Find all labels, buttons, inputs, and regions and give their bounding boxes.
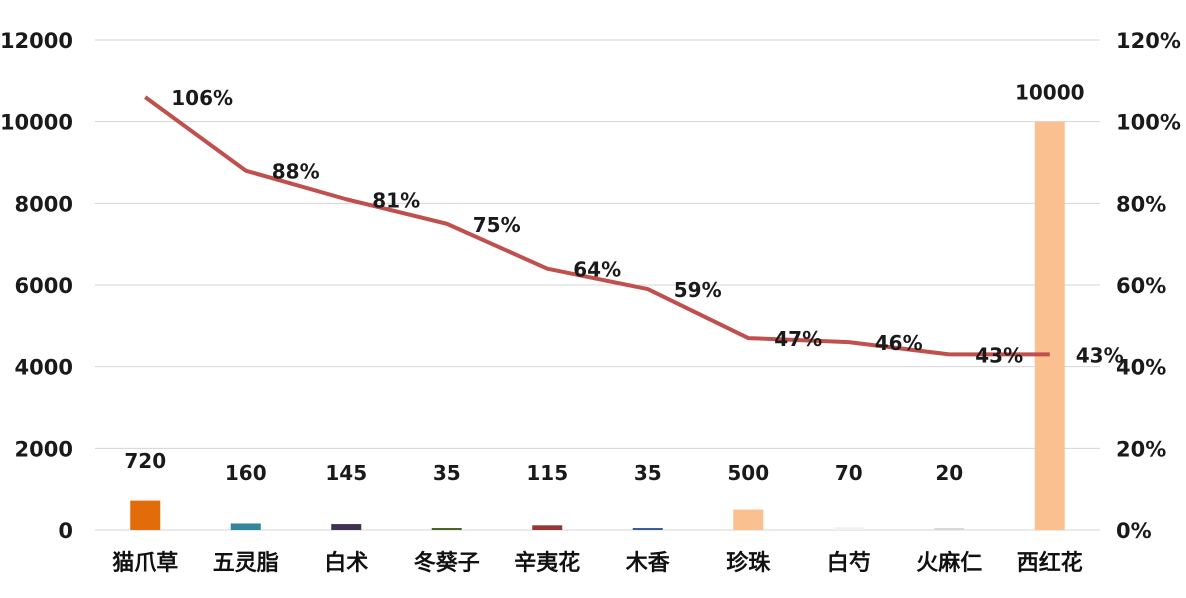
bar-value-label: 720: [124, 449, 166, 473]
bar: [1034, 121, 1065, 531]
left-tick-label: 2000: [15, 437, 73, 461]
category-label: 西红花: [1017, 550, 1083, 576]
line-value-label: 43%: [975, 343, 1023, 367]
category-label: 辛夷花: [514, 550, 580, 576]
left-tick-label: 4000: [15, 356, 73, 380]
line-value-label: 43%: [1076, 343, 1124, 367]
bar: [130, 500, 161, 530]
right-tick-label: 40%: [1116, 356, 1166, 380]
category-label: 白术: [324, 550, 368, 576]
bar-value-label: 10000: [1015, 81, 1085, 105]
category-label: 白芍: [827, 550, 871, 576]
line-value-label: 47%: [774, 327, 822, 351]
left-tick-label: 12000: [0, 29, 73, 53]
right-tick-label: 100%: [1116, 111, 1181, 135]
bar-value-label: 500: [727, 461, 769, 485]
bar-value-label: 115: [526, 461, 568, 485]
bar-series: [130, 121, 1065, 531]
line-value-label: 81%: [372, 188, 420, 212]
line-value-label: 46%: [875, 331, 923, 355]
right-tick-label: 20%: [1116, 437, 1166, 461]
bar-value-label: 70: [835, 461, 863, 485]
bar: [632, 528, 663, 530]
bar-value-label: 145: [325, 461, 367, 485]
percentage-line: [144, 95, 1050, 357]
bar: [431, 528, 462, 530]
bar-value-label: 20: [935, 461, 963, 485]
category-label: 木香: [625, 551, 670, 576]
right-tick-label: 80%: [1116, 192, 1166, 216]
bar-value-label: 160: [225, 461, 267, 485]
line-value-label: 88%: [272, 160, 320, 184]
line-value-label: 75%: [473, 213, 521, 237]
category-label: 猫爪草: [112, 550, 178, 576]
bar: [833, 527, 864, 530]
line-value-label: 106%: [171, 86, 233, 110]
bar-value-label: 35: [433, 461, 461, 485]
category-label: 冬葵子: [414, 550, 480, 576]
right-tick-label: 0%: [1116, 519, 1152, 543]
right-y-axis: 0% 20% 40% 60% 80% 100% 120%: [1116, 29, 1181, 543]
left-y-axis: 0 2000 4000 6000 8000 10000 12000: [0, 29, 73, 543]
bar-data-labels: 720 160 145 35 115 35 500 70 20 10000: [124, 81, 1084, 485]
x-axis-categories: 猫爪草 五灵脂 白术 冬葵子 辛夷花 木香 珍珠 白芍 火麻仁 西红花: [112, 550, 1083, 576]
bar: [733, 509, 764, 530]
line-value-label: 59%: [674, 278, 722, 302]
right-tick-label: 120%: [1116, 29, 1181, 53]
left-tick-label: 0: [58, 519, 73, 543]
left-tick-label: 8000: [15, 192, 73, 216]
bar: [230, 523, 261, 530]
bar: [532, 525, 563, 530]
left-tick-label: 10000: [0, 111, 73, 135]
percentage-line-series: [144, 95, 1050, 357]
left-tick-label: 6000: [15, 274, 73, 298]
right-tick-label: 60%: [1116, 274, 1166, 298]
line-value-label: 64%: [573, 258, 621, 282]
bar: [934, 528, 965, 530]
gridlines: [95, 39, 1100, 531]
category-label: 火麻仁: [916, 550, 982, 576]
bar: [331, 524, 362, 530]
category-label: 五灵脂: [213, 550, 279, 576]
bar-value-label: 35: [634, 461, 662, 485]
line-data-labels: 106% 88% 81% 75% 64% 59% 47% 46% 43% 43%: [171, 86, 1123, 367]
category-label: 珍珠: [726, 550, 771, 576]
